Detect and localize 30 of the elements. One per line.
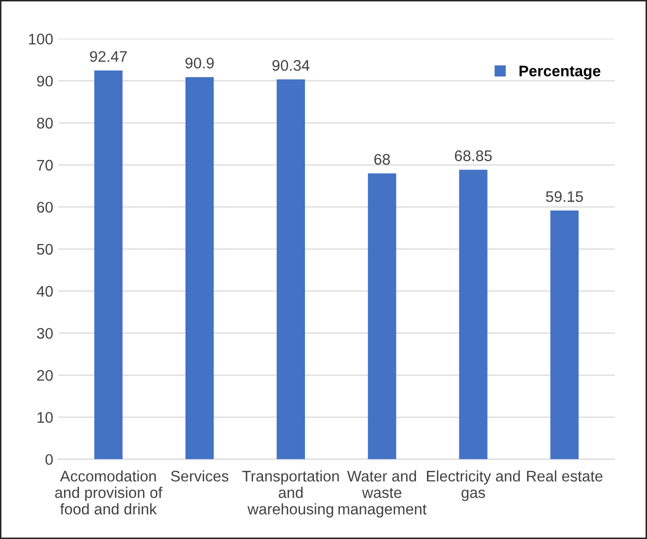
- legend-label: Percentage: [520, 66, 600, 80]
- data-label: 68.85: [454, 150, 492, 162]
- bar: [368, 173, 396, 460]
- bar: [459, 170, 488, 460]
- x-tick-label: Real estate: [527, 470, 602, 482]
- data-label: 90.34: [272, 60, 310, 71]
- y-tick-label: 40: [36, 286, 53, 297]
- y-tick-label: 20: [37, 370, 53, 381]
- x-tick-label: Accomodation and provision of food and drink: [55, 470, 162, 514]
- data-label: 59.15: [546, 191, 583, 202]
- bar: [94, 70, 123, 460]
- y-tick-label: 30: [36, 328, 53, 339]
- x-tick-label: Transportation and warehousing: [242, 470, 339, 518]
- y-tick-label: 50: [36, 244, 53, 255]
- bar: [185, 77, 214, 460]
- y-tick-label: 90: [37, 76, 53, 87]
- y-tick-label: 10: [38, 412, 53, 423]
- x-tick-label: Water and waste management: [338, 470, 427, 518]
- bar: [276, 79, 305, 460]
- x-tick-label: Electricity and gas: [426, 470, 520, 502]
- x-tick-label: Services: [171, 470, 228, 482]
- y-tick-label: 100: [29, 34, 53, 44]
- data-label: 68: [374, 154, 390, 165]
- y-tick-label: 80: [37, 118, 53, 129]
- y-tick-label: 60: [37, 202, 53, 213]
- y-tick-label: 0: [45, 454, 53, 465]
- y-tick-label: 70: [37, 160, 53, 171]
- data-label: 90.9: [185, 58, 214, 68]
- bar: [550, 210, 579, 460]
- data-label: 92.47: [90, 51, 127, 62]
